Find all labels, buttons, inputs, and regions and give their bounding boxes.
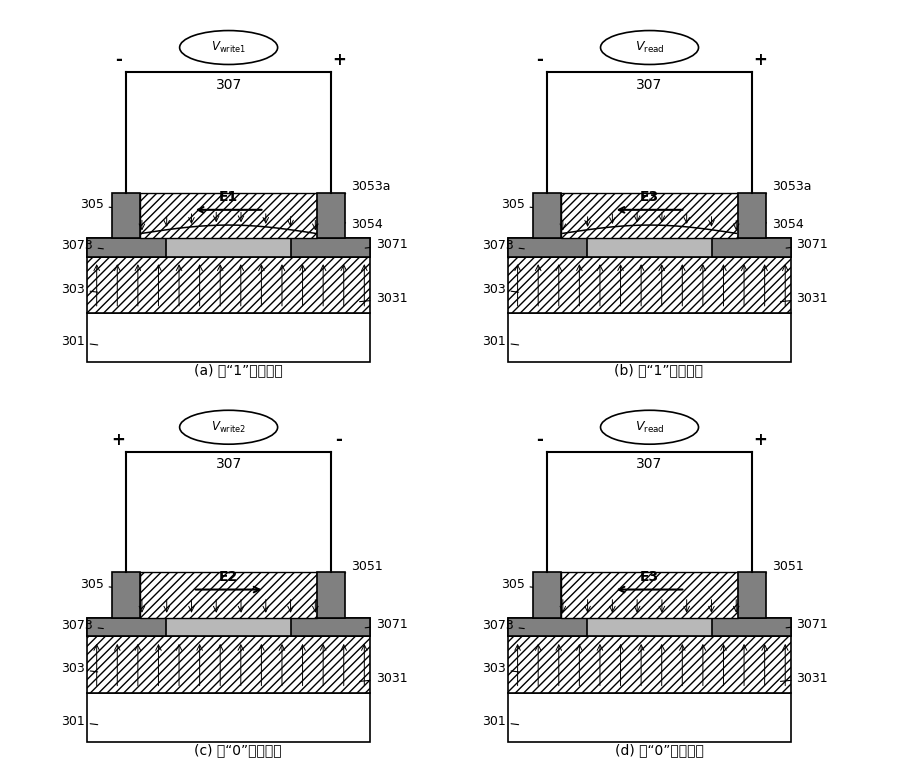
Text: +: +	[753, 431, 767, 449]
Bar	[87, 238, 167, 257]
Text: E3: E3	[640, 570, 659, 584]
Bar	[711, 617, 791, 636]
Text: 305: 305	[80, 198, 117, 211]
Ellipse shape	[179, 31, 278, 64]
Text: 303: 303	[482, 282, 518, 295]
Text: E2: E2	[219, 570, 239, 584]
Ellipse shape	[600, 31, 699, 64]
Bar	[738, 193, 766, 238]
Bar	[738, 572, 766, 617]
Bar	[87, 693, 370, 742]
Text: 303: 303	[61, 662, 98, 675]
Text: $V_{\mathregular{write1}}$: $V_{\mathregular{write1}}$	[211, 40, 246, 55]
Text: 3031: 3031	[360, 292, 407, 305]
Bar	[87, 617, 167, 636]
Text: 301: 301	[61, 715, 98, 728]
Bar	[87, 313, 370, 363]
Bar	[140, 193, 318, 238]
Text: $V_{\mathregular{read}}$: $V_{\mathregular{read}}$	[635, 420, 665, 435]
Ellipse shape	[179, 410, 278, 444]
Text: 3053a: 3053a	[749, 180, 812, 199]
Bar	[87, 238, 370, 257]
Text: $V_{\mathregular{write2}}$: $V_{\mathregular{write2}}$	[211, 420, 246, 435]
Text: 301: 301	[482, 335, 518, 348]
Text: 3051: 3051	[328, 560, 383, 578]
Text: (c) 写“0”操作过程: (c) 写“0”操作过程	[195, 743, 282, 757]
Text: $V_{\mathregular{read}}$: $V_{\mathregular{read}}$	[635, 40, 665, 55]
Text: 3031: 3031	[780, 672, 828, 685]
Text: 305: 305	[80, 578, 117, 591]
Text: 303: 303	[61, 282, 98, 295]
Text: 305: 305	[501, 198, 537, 211]
Text: -: -	[536, 51, 543, 69]
Bar	[509, 617, 791, 636]
Bar	[509, 238, 588, 257]
Bar	[533, 193, 561, 238]
Bar	[112, 572, 140, 617]
Bar	[291, 238, 370, 257]
Text: (a) 写“1”操作过程: (a) 写“1”操作过程	[194, 363, 283, 377]
Bar	[318, 193, 345, 238]
Bar	[533, 572, 561, 617]
Text: 3031: 3031	[780, 292, 828, 305]
Text: (d) 读“0”操作过程: (d) 读“0”操作过程	[614, 743, 703, 757]
Text: 307: 307	[636, 457, 663, 471]
Text: 3073: 3073	[482, 619, 524, 632]
Bar	[291, 617, 370, 636]
Text: +: +	[753, 51, 767, 69]
Text: 3073: 3073	[61, 619, 103, 632]
Bar	[509, 257, 791, 313]
Text: 307: 307	[636, 78, 663, 92]
Bar	[87, 636, 370, 693]
Bar	[140, 572, 318, 617]
Text: -: -	[335, 431, 343, 449]
Text: 301: 301	[482, 715, 518, 728]
Text: 3071: 3071	[365, 618, 407, 631]
Bar	[711, 238, 791, 257]
Text: 3054: 3054	[755, 218, 804, 231]
Text: +: +	[332, 51, 346, 69]
Text: 3073: 3073	[482, 239, 524, 252]
Bar	[509, 617, 588, 636]
Text: 307: 307	[215, 78, 242, 92]
Text: +: +	[111, 431, 126, 449]
Bar	[87, 617, 370, 636]
Text: (b) 读“1”操作过程: (b) 读“1”操作过程	[614, 363, 703, 377]
Text: 3053a: 3053a	[328, 180, 390, 199]
Text: 3071: 3071	[786, 618, 828, 631]
Text: 305: 305	[501, 578, 537, 591]
Text: -: -	[115, 51, 122, 69]
Bar	[112, 193, 140, 238]
Text: 3073: 3073	[61, 239, 103, 252]
Text: E3: E3	[640, 190, 659, 204]
Bar	[509, 636, 791, 693]
Text: 3051: 3051	[749, 560, 804, 578]
Text: 303: 303	[482, 662, 518, 675]
Bar	[509, 693, 791, 742]
Text: E1: E1	[219, 190, 239, 204]
Ellipse shape	[600, 410, 699, 444]
Text: 307: 307	[215, 457, 242, 471]
Bar	[509, 238, 791, 257]
Text: 3071: 3071	[365, 239, 407, 252]
Bar	[509, 313, 791, 363]
Text: 3054: 3054	[334, 218, 383, 231]
Bar	[561, 193, 738, 238]
Text: 301: 301	[61, 335, 98, 348]
Bar	[318, 572, 345, 617]
Bar	[561, 572, 738, 617]
Bar	[87, 257, 370, 313]
Text: -: -	[536, 431, 543, 449]
Text: 3031: 3031	[360, 672, 407, 685]
Text: 3071: 3071	[786, 239, 828, 252]
